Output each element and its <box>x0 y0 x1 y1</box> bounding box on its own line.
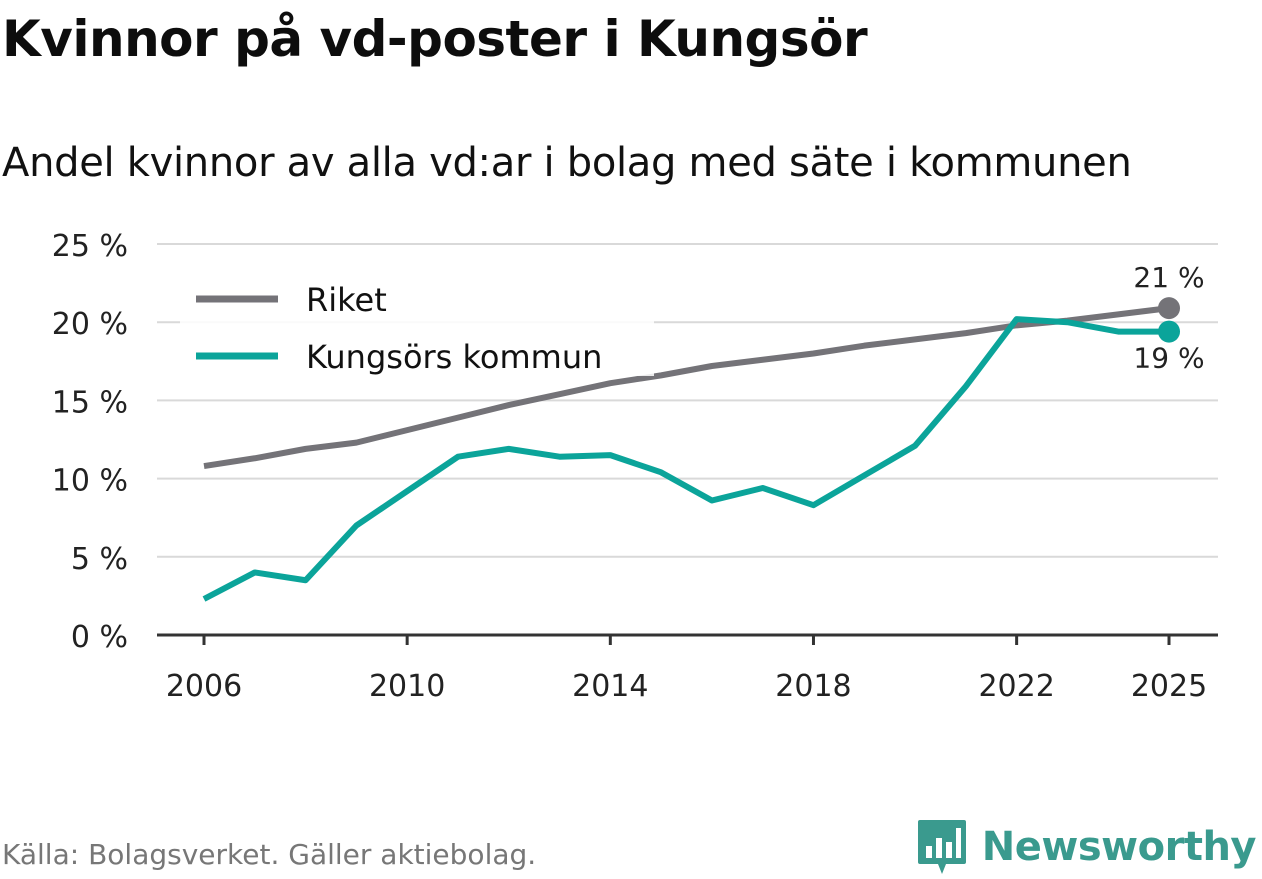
end-value-label: 21 % <box>1133 261 1204 294</box>
y-tick-label: 15 % <box>52 385 128 420</box>
newsworthy-logo-icon <box>917 820 966 874</box>
end-point <box>1158 320 1180 343</box>
y-tick-label: 20 % <box>52 307 128 342</box>
end-value-label: 19 % <box>1133 342 1204 375</box>
axes: 0 % 5 % 10 % 15 % 20 % 25 % 2006 2010 2014 2018 20… <box>52 229 1218 704</box>
end-labels: 21 % 19 % <box>1133 261 1204 374</box>
y-tick-label: 25 % <box>52 229 128 264</box>
chart-subtitle: Andel kvinnor av alla vd:ar i bolag med … <box>2 140 1132 186</box>
legend-label: Kungsörs kommun <box>306 338 602 376</box>
x-tick-label: 2006 <box>166 669 242 704</box>
x-tick-label: 2022 <box>978 669 1054 704</box>
brand-logo: Newsworthy <box>916 818 1257 876</box>
source-note: Källa: Bolagsverket. Gäller aktiebolag. <box>2 838 537 871</box>
x-tick-label: 2014 <box>572 669 648 704</box>
chart-title: Kvinnor på vd-poster i Kungsör <box>2 10 868 68</box>
y-tick-label: 10 % <box>52 464 128 499</box>
legend-label: Riket <box>306 281 387 319</box>
x-tick-label: 2018 <box>775 669 851 704</box>
x-tick-label: 2025 <box>1131 669 1207 704</box>
series-lines <box>202 305 1170 602</box>
x-tick-label: 2010 <box>369 669 445 704</box>
y-tick-label: 0 % <box>71 620 128 655</box>
brand-name: Newsworthy <box>981 824 1257 870</box>
legend: Riket Kungsörs kommun <box>180 272 654 376</box>
y-tick-label: 5 % <box>71 542 128 577</box>
end-point <box>1158 297 1180 320</box>
series-line-kommun <box>202 316 1169 602</box>
